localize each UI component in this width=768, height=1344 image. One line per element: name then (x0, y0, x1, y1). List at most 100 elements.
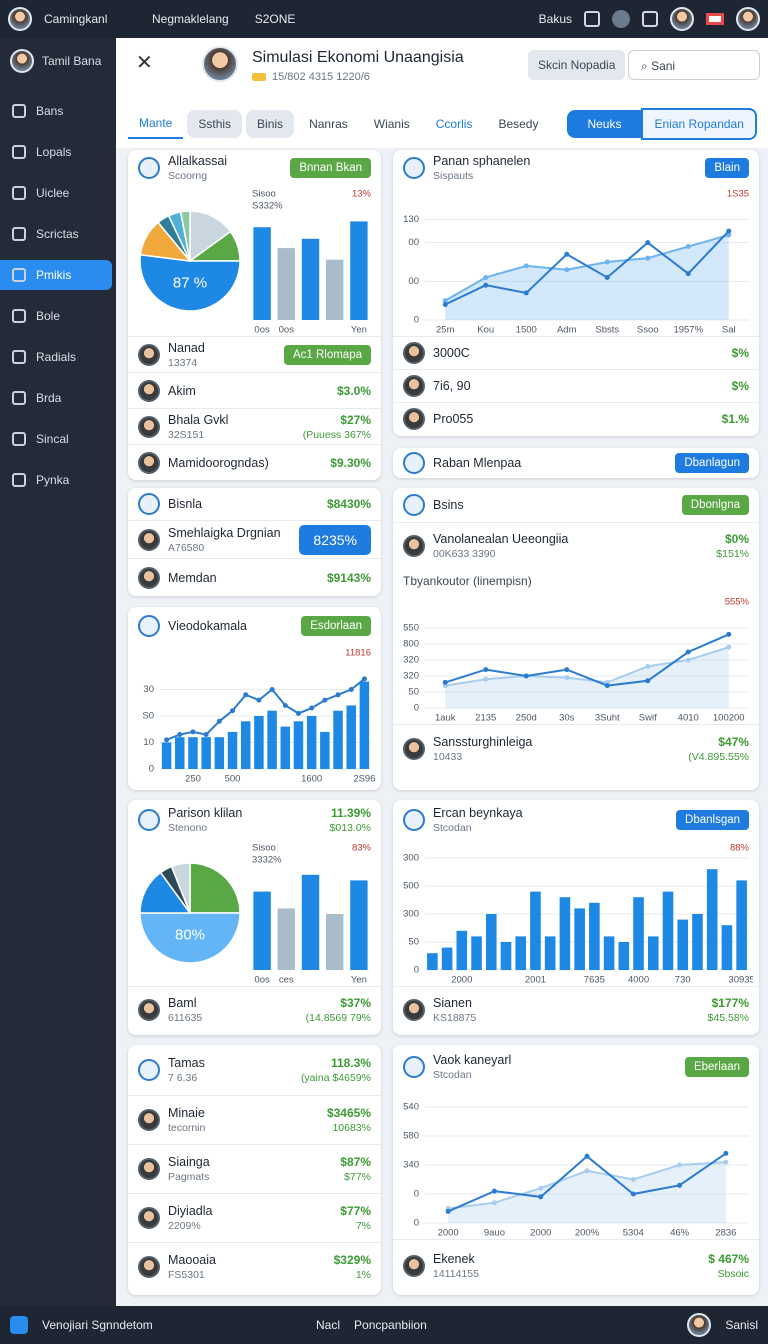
button[interactable]: Dbanlsgan (676, 810, 749, 830)
bar (515, 936, 527, 970)
card: Raban Mlenpaa Dbanlagun (393, 448, 759, 478)
line (444, 230, 730, 306)
list-row-label: Mamidoorogndas) (168, 455, 269, 470)
value: $329% (333, 1253, 371, 1267)
flag[interactable] (706, 13, 724, 25)
bar (544, 936, 556, 970)
x-tick-label: 250 (185, 774, 201, 785)
nav-item[interactable]: Radials (0, 342, 116, 372)
search[interactable]: Bakus (538, 12, 572, 26)
icon[interactable] (612, 10, 630, 28)
tab[interactable]: Ccorlis (435, 117, 473, 131)
tab[interactable]: Binis (246, 110, 295, 138)
nav-link[interactable]: S2ONE (254, 12, 296, 26)
search-box[interactable]: ⌕ Sani (628, 50, 760, 80)
nav-item[interactable]: Bole (0, 301, 116, 331)
icon[interactable] (584, 11, 600, 27)
button[interactable]: Eberlaan (684, 1057, 749, 1077)
close-button[interactable]: ✕ (136, 52, 153, 74)
point (685, 271, 691, 277)
nav-item[interactable]: Pynka (0, 465, 116, 495)
bar (574, 908, 585, 970)
nav-item[interactable]: Scrictas (0, 219, 116, 249)
button[interactable]: Esdorlaan (301, 616, 371, 636)
sidebar-user[interactable]: Tamil Bana (0, 38, 116, 84)
pie-label: 80% (175, 926, 205, 943)
text: Allalkassai Scoorng (168, 154, 227, 182)
nav-item[interactable]: Lopals (0, 137, 116, 167)
bar (333, 710, 343, 769)
icon[interactable] (10, 1316, 28, 1334)
annotation: Sisoo (252, 189, 276, 200)
text: Parison klilan Stenono (168, 806, 242, 834)
nav-icon (12, 227, 26, 241)
nav-item[interactable]: Sincal (0, 424, 116, 454)
tab[interactable]: Wianis (373, 117, 410, 131)
nav-item[interactable]: Brda (0, 383, 116, 413)
pie-slice (179, 210, 191, 262)
footer-link[interactable]: Poncpanbiion (354, 1318, 427, 1332)
card-header-sub: Stcodan (433, 822, 472, 834)
card-header: Panan sphanelen Sispauts Blain (393, 150, 759, 186)
card-header-label: Ercan beynkaya (433, 806, 523, 820)
avatar[interactable] (687, 1313, 712, 1337)
point (584, 1168, 590, 1174)
tab[interactable]: Neuks (567, 110, 642, 138)
nav-link[interactable]: Negmaklelang (152, 12, 229, 26)
point (604, 683, 610, 689)
card: Bsins Dbonlgna Vanolanealan Ueeongiia 00K63… (393, 488, 759, 790)
button[interactable]: Blain (705, 158, 749, 178)
bar (721, 925, 733, 970)
values: $47% (V4.895.55% (688, 735, 749, 763)
point (677, 1162, 683, 1168)
avatar[interactable] (670, 7, 694, 31)
text: Tamas 7 6.36 (168, 1056, 205, 1084)
point (630, 1191, 636, 1197)
list-row: Bhala Gvkl 32S151 $27% (Puuess 367% (128, 408, 381, 444)
list-row-sub: 10433 (433, 750, 463, 763)
nav-item[interactable]: Pmikis (0, 260, 112, 290)
y-tick-label: 00 (408, 276, 419, 287)
list-row-sub: Pagmats (168, 1171, 210, 1183)
point (483, 282, 489, 288)
button[interactable]: Dbonlgna (681, 495, 749, 515)
brand: Camingkanl (44, 12, 108, 26)
action-button[interactable]: Skcin Nopadia (528, 50, 626, 80)
point (177, 732, 183, 738)
card-header-label: Vaok kaneyarl (433, 1053, 512, 1067)
button[interactable]: Dbanlagun (675, 453, 749, 473)
x-tick-label: 1957% (673, 325, 703, 336)
bar (359, 681, 370, 769)
value-secondary: 1% (355, 1269, 371, 1281)
pie-slice (189, 862, 241, 914)
bar (346, 705, 356, 769)
button[interactable]: Ac1 Rlomapa (283, 344, 371, 365)
icon[interactable] (642, 11, 658, 27)
tab[interactable]: Enian Ropandan (641, 108, 757, 140)
list-row-sub: 2209% (168, 1220, 201, 1232)
avatar[interactable] (8, 7, 32, 31)
tab[interactable]: Besedy (498, 117, 539, 131)
point (645, 240, 651, 246)
list-row: Pro055 $1.% (393, 402, 759, 435)
point (584, 1153, 590, 1159)
tab[interactable]: Mante (128, 109, 184, 139)
footer-link[interactable]: Nacl (316, 1318, 341, 1332)
bar (325, 259, 344, 320)
nav-item[interactable]: Bans (0, 96, 116, 126)
text: Ekenek 14114155 (433, 1252, 479, 1280)
value: $8430% (326, 497, 371, 511)
tab[interactable]: Ssthis (187, 110, 243, 138)
text: Sianen KS18875 (433, 996, 476, 1024)
tab[interactable]: Nanras (309, 117, 348, 131)
icon (403, 809, 425, 831)
list-row-sub: 611635 (168, 1011, 203, 1024)
avatar[interactable] (736, 7, 760, 31)
list-row: Minaie tecornin $3465% 10683% (128, 1095, 381, 1144)
y-tick-label: 550 (403, 623, 419, 634)
list-row: 7i6, 90 $% (393, 369, 759, 402)
button[interactable]: Bnnan Bkan (290, 158, 371, 178)
nav-item[interactable]: Uiclee (0, 178, 116, 208)
card-header: Raban Mlenpaa Dbanlagun (393, 448, 759, 478)
card: Ercan beynkaya Stcodan Dbanlsgan 0 50 300 500 3… (393, 800, 759, 1035)
